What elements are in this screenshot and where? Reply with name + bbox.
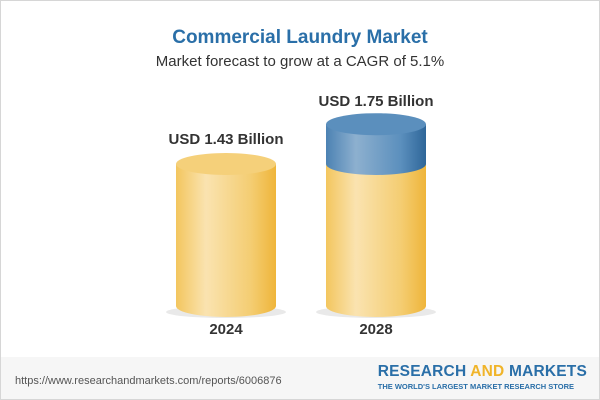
category-label-2024: 2024 bbox=[209, 321, 243, 338]
cylinder-2024-top bbox=[176, 153, 276, 175]
logo-text-markets: MARKETS bbox=[504, 363, 587, 380]
chart-title: Commercial Laundry Market bbox=[172, 27, 428, 48]
category-label-2028: 2028 bbox=[359, 321, 392, 338]
cylinder-2028-top bbox=[326, 113, 426, 136]
footer: https://www.researchandmarkets.com/repor… bbox=[1, 357, 599, 399]
research-and-markets-logo: RESEARCH AND MARKETS THE WORLD'S LARGEST… bbox=[378, 363, 587, 391]
data-label-2024: USD 1.43 Billion bbox=[168, 131, 283, 148]
logo-tagline: THE WORLD'S LARGEST MARKET RESEARCH STOR… bbox=[377, 382, 574, 391]
cylinder-2028-base bbox=[326, 164, 426, 317]
logo-text-and: AND bbox=[470, 363, 505, 380]
cylinder-chart: USD 1.43 Billion 2024 USD 1.75 Billion 2028 bbox=[166, 93, 436, 338]
logo-text: RESEARCH bbox=[377, 363, 471, 380]
source-url[interactable]: https://www.researchandmarkets.com/repor… bbox=[15, 375, 282, 387]
chart-subtitle: Market forecast to grow at a CAGR of 5.1… bbox=[155, 53, 445, 70]
data-label-2028: USD 1.75 Billion bbox=[318, 93, 433, 110]
cylinder-2028-growth bbox=[326, 124, 426, 175]
cylinder-2024-body bbox=[176, 164, 276, 317]
